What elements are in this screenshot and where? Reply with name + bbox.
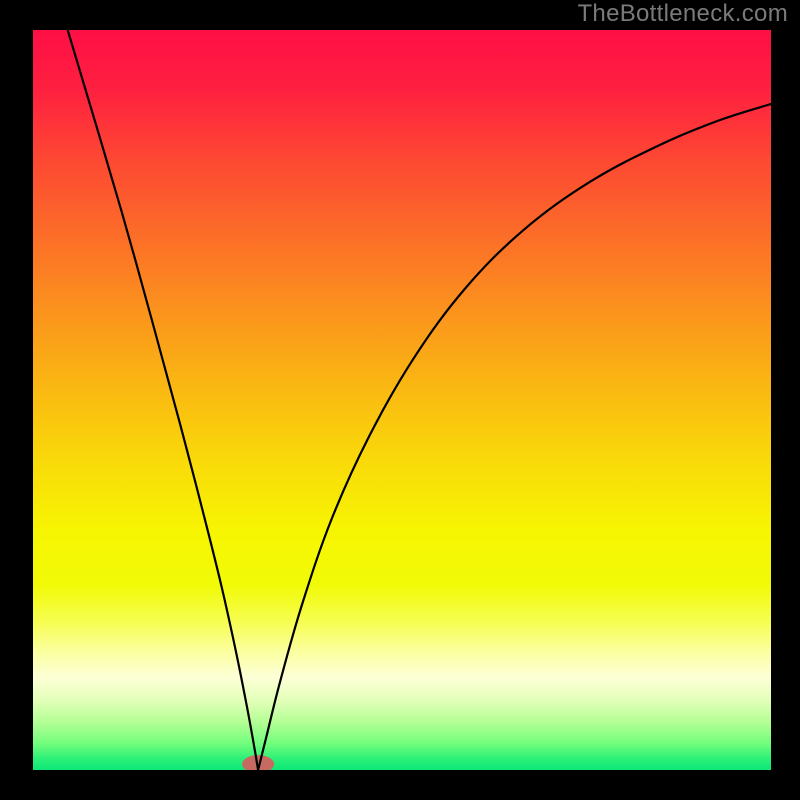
bottleneck-curve-plot — [33, 30, 771, 770]
gradient-background — [33, 30, 771, 770]
chart-frame: TheBottleneck.com — [0, 0, 800, 800]
watermark-text: TheBottleneck.com — [577, 0, 788, 28]
